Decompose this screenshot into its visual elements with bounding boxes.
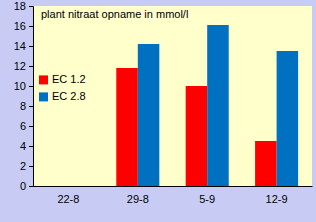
tick-label: 8: [20, 100, 26, 112]
tick: 12: [14, 60, 33, 72]
tick: 12-9: [266, 186, 288, 205]
tick: 18: [14, 0, 33, 12]
tick-mark: [29, 86, 33, 87]
tick-label: 4: [20, 140, 26, 152]
y-axis: 0 2 4 6 8 10 12 14 16 18: [14, 0, 34, 192]
bar: [255, 141, 277, 186]
tick: 16: [14, 20, 33, 32]
legend-label: EC 1.2: [52, 73, 86, 85]
tick: 0: [20, 180, 33, 192]
tick-mark: [29, 186, 33, 187]
tick: 5-9: [199, 186, 215, 205]
legend-swatch: [39, 75, 48, 84]
tick-mark: [29, 26, 33, 27]
bar: [138, 44, 160, 186]
y-axis-line: [29, 7, 34, 187]
chart: 0 2 4 6 8 10 12 14 16 18 22-8 29-8 5-9 12-9 plant nitr…: [0, 0, 316, 222]
tick: 22-8: [57, 186, 79, 205]
title: plant nitraat opname in mmol/l: [41, 8, 188, 20]
bar: [207, 25, 229, 186]
tick-label: 18: [14, 0, 26, 12]
tick-mark: [29, 126, 33, 127]
tick-mark: [29, 66, 33, 67]
tick-label: 29-8: [127, 193, 149, 205]
tick-mark: [29, 146, 33, 147]
bars: [116, 25, 298, 186]
tick: 8: [20, 100, 33, 112]
tick: 10: [14, 80, 33, 92]
tick: 6: [20, 120, 33, 132]
legend-swatch: [39, 92, 48, 101]
tick: 29-8: [127, 186, 149, 205]
tick-label: 12-9: [266, 193, 288, 205]
tick: 2: [20, 160, 33, 172]
tick-label: 16: [14, 20, 26, 32]
x-axis-line: [34, 186, 313, 187]
tick-label: 10: [14, 80, 26, 92]
tick: 14: [14, 40, 33, 52]
tick-mark: [29, 6, 33, 7]
tick: 4: [20, 140, 33, 152]
background: [0, 0, 316, 222]
legend-label: EC 2.8: [52, 90, 86, 102]
legend: EC 1.2 EC 2.8: [39, 73, 86, 102]
tick-label: 5-9: [199, 193, 215, 205]
tick-label: 14: [14, 40, 26, 52]
tick-label: 22-8: [57, 193, 79, 205]
plot-area: [33, 6, 312, 186]
bar: [116, 68, 138, 186]
x-axis: 22-8 29-8 5-9 12-9: [34, 186, 313, 205]
plot: 0 2 4 6 8 10 12 14 16 18 22-8 29-8 5-9 12-9: [14, 0, 313, 205]
tick-mark: [29, 106, 33, 107]
tick-mark: [29, 166, 33, 167]
tick-mark: [29, 46, 33, 47]
tick-label: 12: [14, 60, 26, 72]
bar: [277, 51, 299, 186]
tick-label: 0: [20, 180, 26, 192]
bar: [186, 86, 208, 186]
tick-label: 2: [20, 160, 26, 172]
tick-label: 6: [20, 120, 26, 132]
